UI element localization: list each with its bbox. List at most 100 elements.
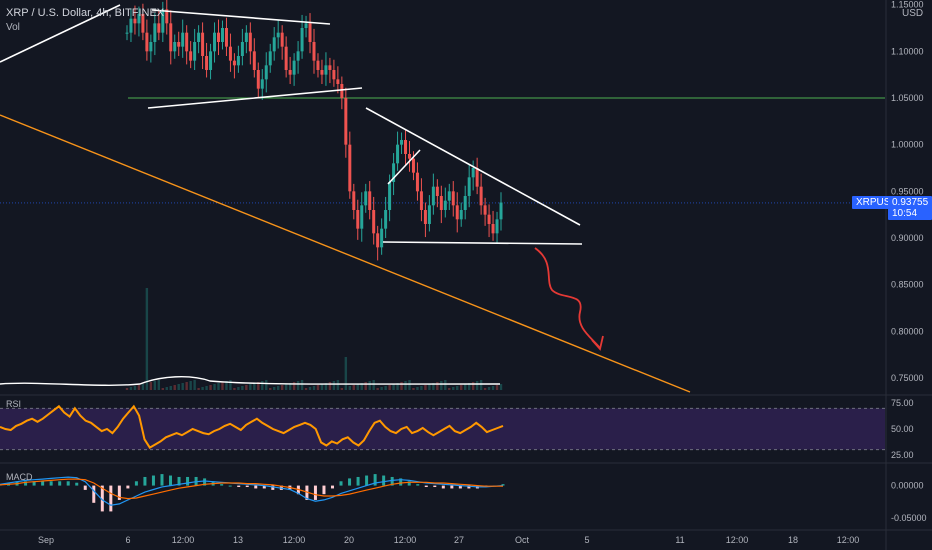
candle-body[interactable]: [320, 70, 324, 75]
macd-signal-line[interactable]: [0, 478, 503, 500]
candle-body[interactable]: [332, 70, 336, 80]
trendline-upper-left[interactable]: [0, 4, 121, 63]
candle-body[interactable]: [364, 191, 368, 206]
candle-body[interactable]: [435, 186, 439, 196]
descending-trendline[interactable]: [0, 114, 691, 393]
candle-body[interactable]: [483, 205, 487, 215]
candle-body[interactable]: [324, 65, 328, 75]
candle-body[interactable]: [288, 70, 292, 75]
candle-body[interactable]: [252, 51, 256, 70]
candle-body[interactable]: [308, 23, 312, 42]
volume-legend[interactable]: Vol: [6, 22, 20, 33]
candle-body[interactable]: [248, 32, 252, 52]
candle-body[interactable]: [423, 210, 427, 224]
candle-body[interactable]: [411, 158, 415, 173]
candle-body[interactable]: [181, 32, 185, 47]
candle-body[interactable]: [153, 23, 157, 42]
candle-body[interactable]: [220, 28, 224, 42]
candle-body[interactable]: [431, 186, 435, 206]
triangle-lower-line[interactable]: [382, 241, 583, 245]
wedge-lower-line[interactable]: [147, 87, 363, 109]
candle-body[interactable]: [312, 42, 316, 61]
symbol-legend[interactable]: XRP / U.S. Dollar, 4h, BITFINEX: [6, 7, 165, 19]
candle-body[interactable]: [344, 98, 348, 145]
candle-body[interactable]: [169, 23, 173, 52]
candle-body[interactable]: [292, 60, 296, 75]
candle-body[interactable]: [487, 214, 491, 224]
candle-body[interactable]: [447, 191, 451, 201]
candle-body[interactable]: [300, 28, 304, 52]
candle-body[interactable]: [236, 56, 240, 66]
candle-body[interactable]: [232, 60, 236, 66]
candle-body[interactable]: [356, 210, 360, 229]
candle-body[interactable]: [463, 196, 467, 210]
candle-body[interactable]: [133, 18, 137, 24]
candle-body[interactable]: [213, 32, 217, 52]
pole-line[interactable]: [387, 149, 421, 185]
candle-body[interactable]: [141, 14, 145, 33]
candle-body[interactable]: [443, 200, 447, 210]
candle-body[interactable]: [244, 32, 248, 42]
candle-body[interactable]: [205, 56, 209, 70]
candle-body[interactable]: [165, 9, 169, 24]
candle-body[interactable]: [380, 228, 384, 248]
candle-body[interactable]: [228, 46, 232, 61]
candle-body[interactable]: [336, 79, 340, 84]
candle-body[interactable]: [471, 168, 475, 178]
candle-body[interactable]: [459, 210, 463, 220]
candle-body[interactable]: [499, 202, 503, 220]
candle-body[interactable]: [272, 37, 276, 52]
candle-body[interactable]: [396, 144, 400, 164]
candle-body[interactable]: [404, 140, 408, 154]
candle-body[interactable]: [137, 14, 141, 24]
candle-body[interactable]: [479, 186, 483, 206]
projection-arrow[interactable]: [534, 247, 601, 349]
candle-body[interactable]: [352, 191, 356, 210]
candle-body[interactable]: [427, 205, 431, 224]
candle-body[interactable]: [340, 84, 344, 98]
candle-body[interactable]: [384, 210, 388, 229]
candle-body[interactable]: [217, 32, 221, 42]
candle-body[interactable]: [157, 23, 161, 33]
candle-body[interactable]: [328, 65, 332, 70]
candle-body[interactable]: [360, 205, 364, 229]
rsi-line[interactable]: [0, 404, 504, 449]
wedge-upper-line[interactable]: [151, 9, 331, 25]
candle-body[interactable]: [388, 182, 392, 210]
candle-body[interactable]: [376, 233, 380, 248]
candle-body[interactable]: [264, 65, 268, 80]
candle-body[interactable]: [467, 177, 471, 196]
candle-body[interactable]: [419, 191, 423, 210]
candle-body[interactable]: [193, 42, 197, 61]
candle-body[interactable]: [368, 191, 372, 210]
candle-body[interactable]: [260, 79, 264, 89]
candle-body[interactable]: [415, 172, 419, 192]
candle-body[interactable]: [407, 154, 411, 159]
candle-body[interactable]: [348, 144, 352, 192]
candle-body[interactable]: [400, 140, 404, 145]
candle-body[interactable]: [475, 168, 479, 187]
candle-body[interactable]: [439, 196, 443, 210]
candle-body[interactable]: [372, 210, 376, 234]
candle-body[interactable]: [129, 18, 133, 33]
candle-body[interactable]: [201, 32, 205, 56]
candle-body[interactable]: [304, 23, 308, 28]
candle-body[interactable]: [125, 32, 129, 34]
candle-body[interactable]: [149, 42, 153, 52]
candle-body[interactable]: [224, 28, 228, 47]
candle-body[interactable]: [189, 51, 193, 61]
candle-body[interactable]: [455, 205, 459, 220]
candle-body[interactable]: [197, 32, 201, 42]
candle-body[interactable]: [284, 46, 288, 70]
candle-body[interactable]: [280, 32, 284, 47]
candle-body[interactable]: [177, 42, 181, 47]
macd-line[interactable]: [0, 476, 504, 506]
candle-body[interactable]: [145, 32, 149, 52]
candle-body[interactable]: [491, 224, 495, 234]
triangle-upper-line[interactable]: [365, 107, 581, 226]
candle-body[interactable]: [316, 60, 320, 70]
candle-body[interactable]: [268, 51, 272, 66]
candle-body[interactable]: [185, 32, 189, 52]
candle-body[interactable]: [276, 32, 280, 38]
